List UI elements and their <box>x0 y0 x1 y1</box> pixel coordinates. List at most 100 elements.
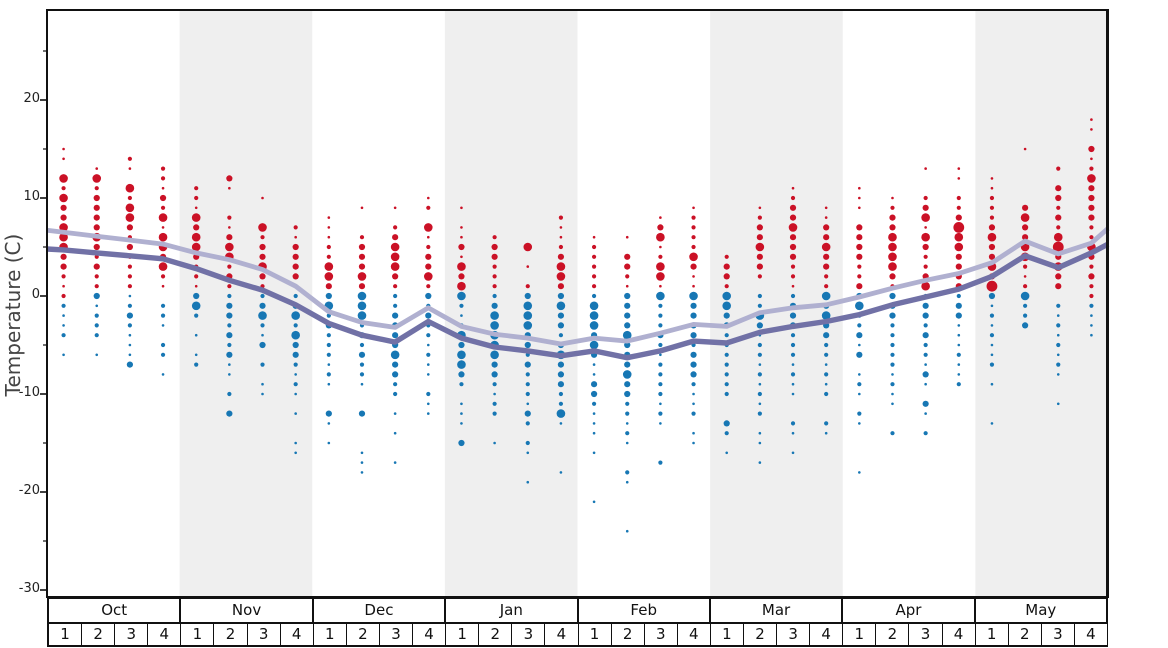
min-temp-dot <box>889 292 896 300</box>
min-temp-dot <box>558 401 564 406</box>
max-temp-dot <box>259 243 266 251</box>
min-temp-dot <box>824 431 828 435</box>
min-temp-dot <box>294 392 297 396</box>
max-temp-dot <box>1090 157 1093 161</box>
max-temp-dot <box>624 263 631 270</box>
min-temp-dot <box>460 422 463 425</box>
max-temp-dot <box>989 205 995 210</box>
week-cell-mar-3: 3 <box>777 624 811 645</box>
max-temp-dot <box>194 195 199 201</box>
max-temp-dot <box>127 195 132 201</box>
min-temp-dot <box>922 371 929 378</box>
min-temp-dot <box>1089 303 1094 308</box>
min-temp-dot <box>957 333 961 337</box>
min-temp-dot <box>957 373 961 376</box>
min-temp-dot <box>757 303 762 308</box>
min-temp-dot <box>556 409 566 418</box>
min-temp-dot <box>622 370 632 379</box>
min-temp-dot <box>460 314 463 317</box>
min-temp-dot <box>890 382 895 387</box>
min-temp-dot <box>226 302 233 309</box>
month-cell-mar: Mar <box>711 599 844 622</box>
min-temp-dot <box>360 451 364 455</box>
min-temp-dot <box>194 353 198 357</box>
min-temp-dot <box>824 363 828 366</box>
min-temp-dot <box>624 322 631 329</box>
min-temp-dot <box>592 363 596 366</box>
max-temp-dot <box>194 186 199 191</box>
min-temp-dot <box>592 412 596 415</box>
max-temp-dot <box>460 226 463 229</box>
max-temp-dot <box>61 186 66 191</box>
max-temp-dot <box>227 215 232 220</box>
min-temp-dot <box>589 311 599 320</box>
max-temp-dot <box>1056 225 1061 230</box>
min-temp-dot <box>723 420 730 427</box>
max-temp-dot <box>194 274 199 279</box>
min-temp-dot <box>889 312 896 319</box>
min-temp-dot <box>724 333 729 338</box>
max-temp-dot <box>194 284 198 288</box>
min-temp-dot <box>922 312 929 319</box>
max-temp-dot <box>294 235 297 239</box>
min-temp-dot <box>622 330 632 340</box>
min-temp-dot <box>524 361 531 368</box>
min-temp-dot <box>923 323 928 328</box>
max-temp-dot <box>723 273 730 280</box>
min-temp-dot <box>789 312 797 319</box>
min-temp-dot <box>758 402 762 406</box>
min-temp-dot <box>824 372 829 377</box>
min-temp-dot <box>524 341 531 349</box>
min-temp-dot <box>658 460 663 465</box>
min-temp-dot <box>658 372 663 377</box>
min-temp-dot <box>624 381 631 388</box>
min-temp-dot <box>93 292 100 300</box>
min-temp-dot <box>858 343 861 347</box>
y-tick-label: -30 <box>18 581 40 596</box>
max-temp-dot <box>856 224 863 231</box>
max-temp-dot <box>858 196 861 200</box>
min-temp-dot <box>459 382 464 387</box>
max-temp-dot <box>691 215 696 220</box>
week-cell-apr-4: 4 <box>943 624 976 645</box>
week-cell-may-1: 1 <box>976 624 1009 645</box>
max-temp-dot <box>158 213 168 222</box>
max-temp-dot <box>724 284 729 289</box>
min-temp-dot <box>659 402 662 406</box>
min-temp-dot <box>1090 324 1093 327</box>
max-temp-dot <box>62 284 65 288</box>
min-temp-dot <box>790 372 796 377</box>
max-temp-dot <box>625 284 629 288</box>
max-temp-dot <box>923 254 928 259</box>
max-temp-dot <box>125 213 135 222</box>
week-cell-jan-4: 4 <box>545 624 579 645</box>
min-temp-dot <box>922 332 929 339</box>
max-temp-dot <box>423 272 433 281</box>
min-temp-dot <box>791 363 795 366</box>
max-temp-dot <box>59 232 68 242</box>
min-temp-dot <box>457 350 466 360</box>
min-temp-dot <box>692 441 695 445</box>
min-temp-dot <box>891 392 894 396</box>
week-cell-dec-3: 3 <box>380 624 414 645</box>
max-temp-dot <box>691 225 696 230</box>
min-temp-dot <box>261 333 264 337</box>
max-temp-dot <box>158 262 168 271</box>
y-tick-label: -10 <box>18 385 40 400</box>
min-temp-dot <box>890 362 895 367</box>
y-tick-label: 0 <box>31 287 40 302</box>
week-cell-apr-3: 3 <box>909 624 943 645</box>
max-temp-dot <box>790 264 796 269</box>
min-temp-dot <box>525 391 530 397</box>
min-temp-dot <box>491 361 498 368</box>
week-cell-mar-2: 2 <box>744 624 778 645</box>
min-temp-dot <box>689 291 698 301</box>
min-temp-dot <box>956 382 961 387</box>
min-temp-dot <box>1022 322 1029 329</box>
min-temp-dot <box>624 341 631 349</box>
min-temp-dot <box>692 402 695 406</box>
min-temp-dot <box>357 301 367 311</box>
min-temp-dot <box>924 363 927 366</box>
max-temp-dot <box>791 186 795 190</box>
max-temp-dot <box>95 167 99 170</box>
